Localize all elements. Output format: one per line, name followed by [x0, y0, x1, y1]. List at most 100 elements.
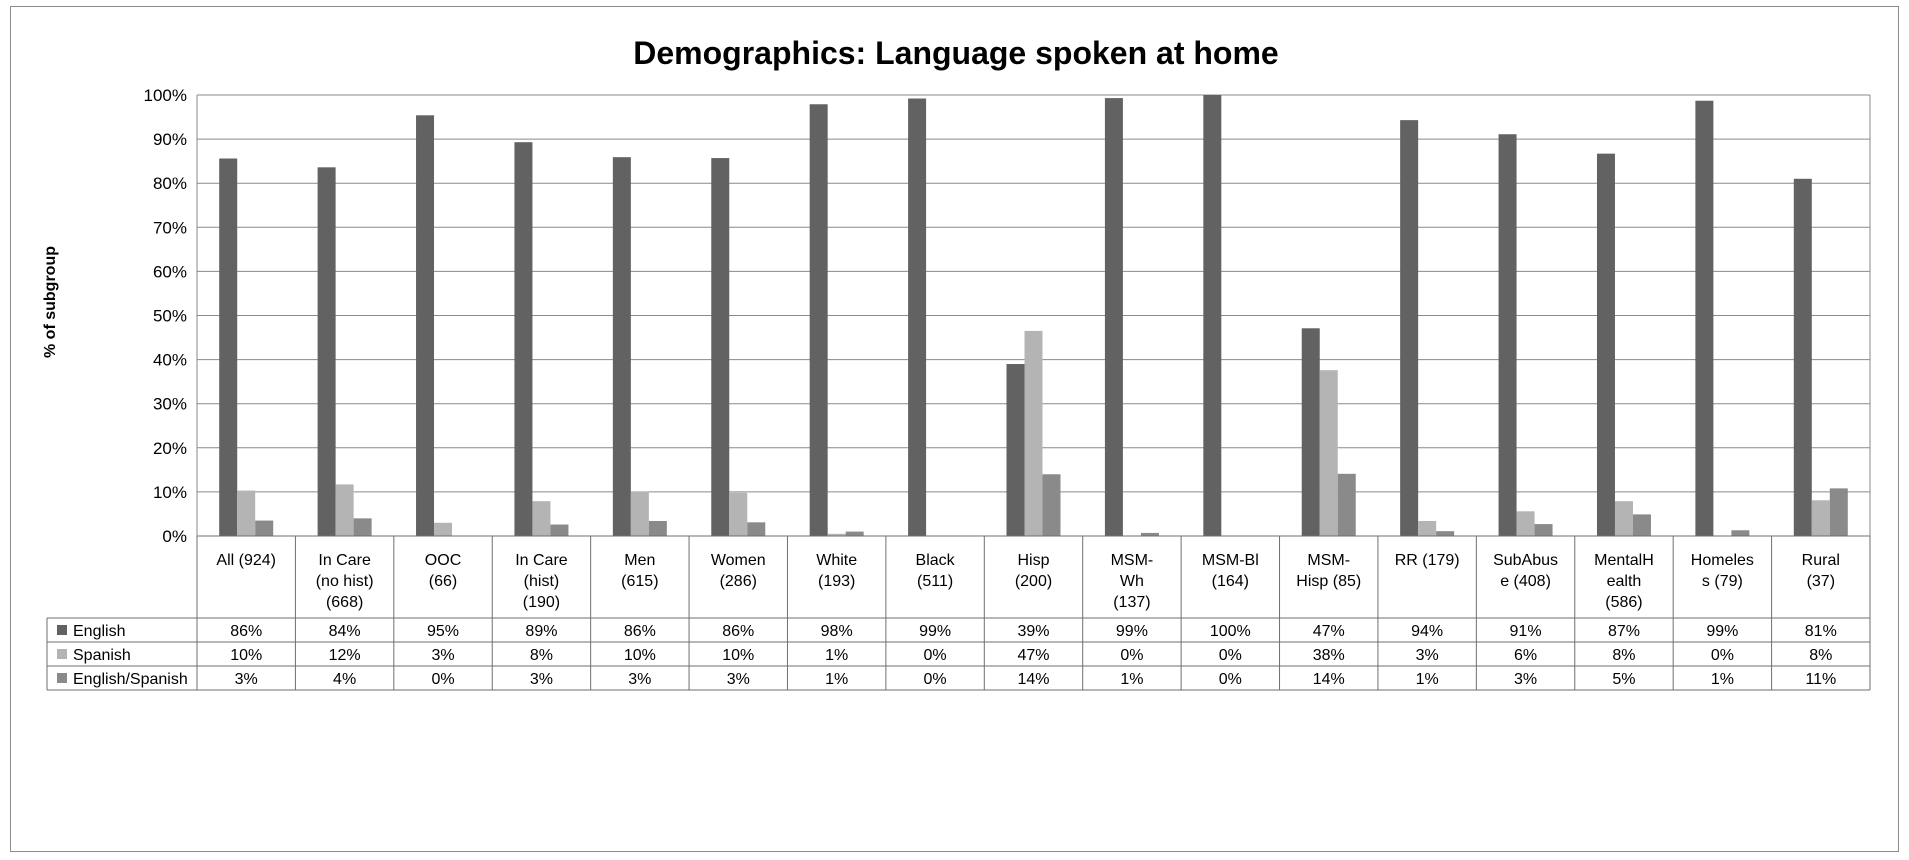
bar-english-6 — [809, 104, 828, 537]
data-label: 3% — [1514, 671, 1537, 688]
x-tick-label-line: e (408) — [1500, 573, 1551, 590]
bar-spanish-13 — [1516, 511, 1535, 536]
x-tick-label-line: (668) — [326, 594, 363, 611]
data-label: 91% — [1510, 623, 1542, 640]
x-tick-label: Men (615) — [621, 552, 658, 590]
bar-english-spanish-11 — [1337, 473, 1356, 536]
x-tick-label: Homeles s (79) — [1691, 552, 1754, 590]
x-tick-label: Black (511) — [916, 552, 956, 590]
data-label: 10% — [230, 647, 262, 664]
data-label: 86% — [722, 623, 754, 640]
data-label: 1% — [1711, 671, 1734, 688]
x-tick-label-line: White — [816, 552, 857, 569]
data-label: 1% — [825, 671, 848, 688]
x-tick-label: MentalH ealth (586) — [1594, 552, 1654, 611]
x-tick-label-line: MSM- — [1111, 552, 1154, 569]
x-tick-label-line: Hisp (85) — [1296, 573, 1361, 590]
bar-english-14 — [1596, 153, 1615, 536]
x-tick-label: RR (179) — [1395, 552, 1460, 569]
x-tick-label-line: In Care — [318, 552, 371, 569]
legend-label: Spanish — [73, 647, 131, 664]
x-tick-label: In Care (hist) (190) — [515, 552, 568, 611]
y-tick-label: 0% — [162, 527, 187, 546]
data-label: 89% — [525, 623, 557, 640]
y-tick-label: 100% — [144, 86, 187, 105]
y-tick-label: 40% — [153, 351, 187, 370]
data-label: 0% — [1219, 671, 1242, 688]
x-tick-label-line: (586) — [1605, 594, 1642, 611]
x-tick-label-line: OOC — [425, 552, 461, 569]
bar-english-15 — [1695, 100, 1714, 536]
x-tick-label: White (193) — [816, 552, 857, 590]
y-tick-label: 80% — [153, 174, 187, 193]
x-tick-label-line: (200) — [1015, 573, 1052, 590]
x-tick-label-line: Wh — [1120, 573, 1144, 590]
data-label: 14% — [1017, 671, 1049, 688]
data-label: 3% — [235, 671, 258, 688]
bar-english-7 — [908, 98, 927, 536]
bar-spanish-11 — [1319, 370, 1338, 536]
x-tick-label-line: (no hist) — [316, 573, 374, 590]
bar-spanish-14 — [1614, 501, 1633, 536]
data-label: 4% — [333, 671, 356, 688]
legend-label: English/Spanish — [73, 671, 188, 688]
bar-english-spanish-0 — [255, 520, 274, 536]
bar-english-spanish-9 — [1140, 532, 1159, 536]
data-label: 5% — [1612, 671, 1635, 688]
x-tick-label: All (924) — [216, 552, 276, 569]
bar-english-spanish-1 — [353, 518, 372, 536]
y-tick-label: 50% — [153, 307, 187, 326]
bar-english-spanish-3 — [550, 524, 569, 536]
bar-english-4 — [612, 157, 631, 536]
data-label: 1% — [825, 647, 848, 664]
x-tick-label-line: All (924) — [216, 552, 276, 569]
x-tick-label-line: MSM- — [1307, 552, 1350, 569]
x-tick-label-line: MSM-Bl — [1202, 552, 1259, 569]
bar-english-spanish-5 — [747, 522, 766, 536]
chart-frame: Demographics: Language spoken at home % … — [10, 6, 1899, 852]
data-label: 47% — [1017, 647, 1049, 664]
bar-spanish-12 — [1418, 521, 1437, 536]
x-tick-label: In Care (no hist) (668) — [316, 552, 374, 611]
data-label: 3% — [431, 647, 454, 664]
data-label: 3% — [628, 671, 651, 688]
x-tick-label-line: (511) — [917, 573, 953, 590]
y-tick-label: 20% — [153, 439, 187, 458]
data-label: 8% — [1612, 647, 1635, 664]
data-label: 3% — [1416, 647, 1439, 664]
x-tick-label-line: (hist) — [524, 573, 560, 590]
data-label: 1% — [1120, 671, 1143, 688]
data-label: 3% — [530, 671, 553, 688]
x-tick-label: Women (286) — [711, 552, 766, 590]
x-tick-label-line: Hisp — [1017, 552, 1049, 569]
bar-english-spanish-15 — [1731, 530, 1750, 536]
x-tick-label-line: RR (179) — [1395, 552, 1460, 569]
bar-spanish-4 — [630, 491, 649, 536]
y-tick-label: 60% — [153, 262, 187, 281]
x-tick-label-line: (286) — [720, 573, 757, 590]
bar-spanish-2 — [434, 522, 453, 536]
x-tick-label: MSM- Wh (137) — [1111, 552, 1154, 611]
data-label: 86% — [230, 623, 262, 640]
x-tick-label-line: Men — [624, 552, 655, 569]
bar-english-2 — [416, 115, 435, 536]
data-label: 81% — [1805, 623, 1837, 640]
bar-english-16 — [1793, 178, 1812, 537]
data-label: 14% — [1313, 671, 1345, 688]
bar-spanish-16 — [1811, 500, 1830, 536]
data-label: 99% — [1706, 623, 1738, 640]
data-label: 39% — [1017, 623, 1049, 640]
x-tick-label: Hisp (200) — [1015, 552, 1052, 590]
legend-key-2 — [57, 673, 67, 683]
data-label: 8% — [1809, 647, 1832, 664]
x-tick-label-line: Women — [711, 552, 766, 569]
legend-key-0 — [57, 625, 67, 635]
x-tick-label: OOC (66) — [425, 552, 461, 590]
bar-english-11 — [1301, 328, 1320, 536]
bar-english-5 — [711, 158, 730, 537]
data-label: 12% — [329, 647, 361, 664]
x-tick-label-line: (190) — [523, 594, 560, 611]
x-tick-label: Rural (37) — [1802, 552, 1840, 590]
bar-english-spanish-16 — [1829, 488, 1848, 536]
x-tick-label: MSM- Hisp (85) — [1296, 552, 1361, 590]
